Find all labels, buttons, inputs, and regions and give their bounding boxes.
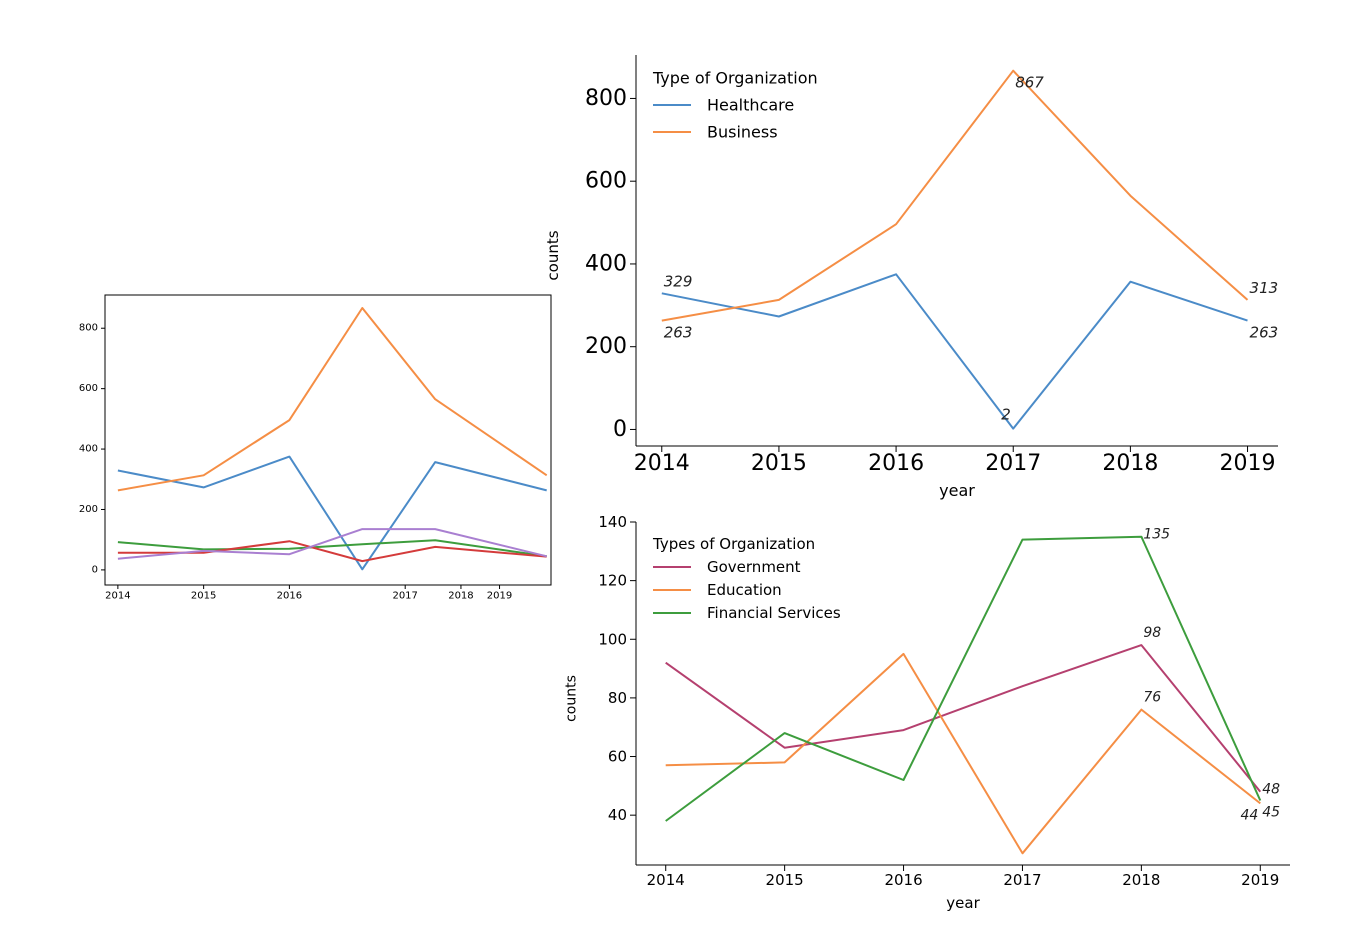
y-tick-label: 140 [598,513,627,531]
data-label: 76 [1143,690,1161,706]
series-line-education [665,652,1261,855]
legend-title: Types of Organization [652,535,815,553]
x-tick-label: 2018 [1122,871,1160,889]
data-label: 98 [1143,625,1161,641]
x-tick-label: 2014 [105,590,130,601]
series-line-3 [117,540,547,563]
y-tick-label: 800 [79,323,98,334]
y-tick-label: 0 [92,564,98,575]
x-axis-label: year [946,894,980,912]
data-label: 329 [664,272,693,290]
x-tick-label: 2018 [1102,451,1158,476]
y-tick-label: 40 [608,806,627,824]
y-tick-label: 200 [585,334,627,359]
series-line-0 [117,455,547,571]
y-tick-label: 400 [585,251,627,276]
x-tick-label: 2019 [1220,451,1276,476]
data-label: 2 [1001,406,1011,424]
y-tick-label: 600 [585,169,627,194]
x-tick-label: 2014 [647,871,685,889]
x-tick-label: 2016 [277,590,302,601]
data-label: 313 [1250,279,1279,297]
series-line-government [665,644,1262,793]
data-label: 48 [1262,782,1280,798]
x-tick-label: 2015 [766,871,804,889]
series-line-1 [117,307,548,492]
data-label: 263 [1250,324,1279,342]
legend-entry: Education [707,581,782,599]
series-line-business [661,69,1249,322]
legend-entry: Healthcare [707,96,794,115]
series-line-2 [117,539,547,558]
y-tick-label: 0 [613,417,627,442]
x-tick-label: 2017 [985,451,1041,476]
y-axis-label: counts [564,675,580,722]
legend-title: Type of Organization [652,69,818,88]
x-tick-label: 2014 [634,451,690,476]
data-label: 44 [1240,807,1258,823]
series-line-financial-services [665,535,1262,822]
y-tick-label: 100 [598,630,627,648]
x-tick-label: 2016 [884,871,922,889]
healthcare-business-chart: 0 200 400 600 800 2014 2015 2016 2017 2018 2019 yea… [544,55,1278,500]
x-tick-label: 2019 [487,590,512,601]
x-axis-label: year [939,481,975,500]
y-tick-label: 400 [79,444,98,455]
x-tick-label: 2015 [191,590,216,601]
x-tick-label: 2017 [392,590,417,601]
overview-chart: 0 200 400 600 800 2014 2015 2016 2017 2018 2019 [79,294,552,601]
x-tick-label: 2017 [1003,871,1041,889]
legend-entry: Financial Services [707,604,841,622]
legend-entry: Business [707,123,778,142]
data-label: 45 [1262,805,1280,821]
data-label: 135 [1143,527,1170,543]
series-line-healthcare [661,273,1248,430]
y-tick-label: 80 [608,689,627,707]
y-tick-label: 800 [585,86,627,111]
series-line-4 [117,528,547,560]
government-education-financial-chart: 40 60 80 100 120 140 2014 2015 2016 2017 2018 2019 y… [564,513,1290,912]
x-tick-label: 2018 [448,590,473,601]
y-tick-label: 60 [608,748,627,766]
x-tick-label: 2015 [751,451,807,476]
data-label: 867 [1015,74,1044,92]
y-axis-label: counts [544,230,562,280]
legend-entry: Government [707,558,801,576]
y-tick-label: 120 [598,572,627,590]
y-tick-label: 600 [79,383,98,394]
y-tick-label: 200 [79,504,98,515]
x-tick-label: 2016 [868,451,924,476]
x-tick-label: 2019 [1241,871,1279,889]
axes-frame [104,294,552,586]
data-label: 263 [664,324,693,342]
